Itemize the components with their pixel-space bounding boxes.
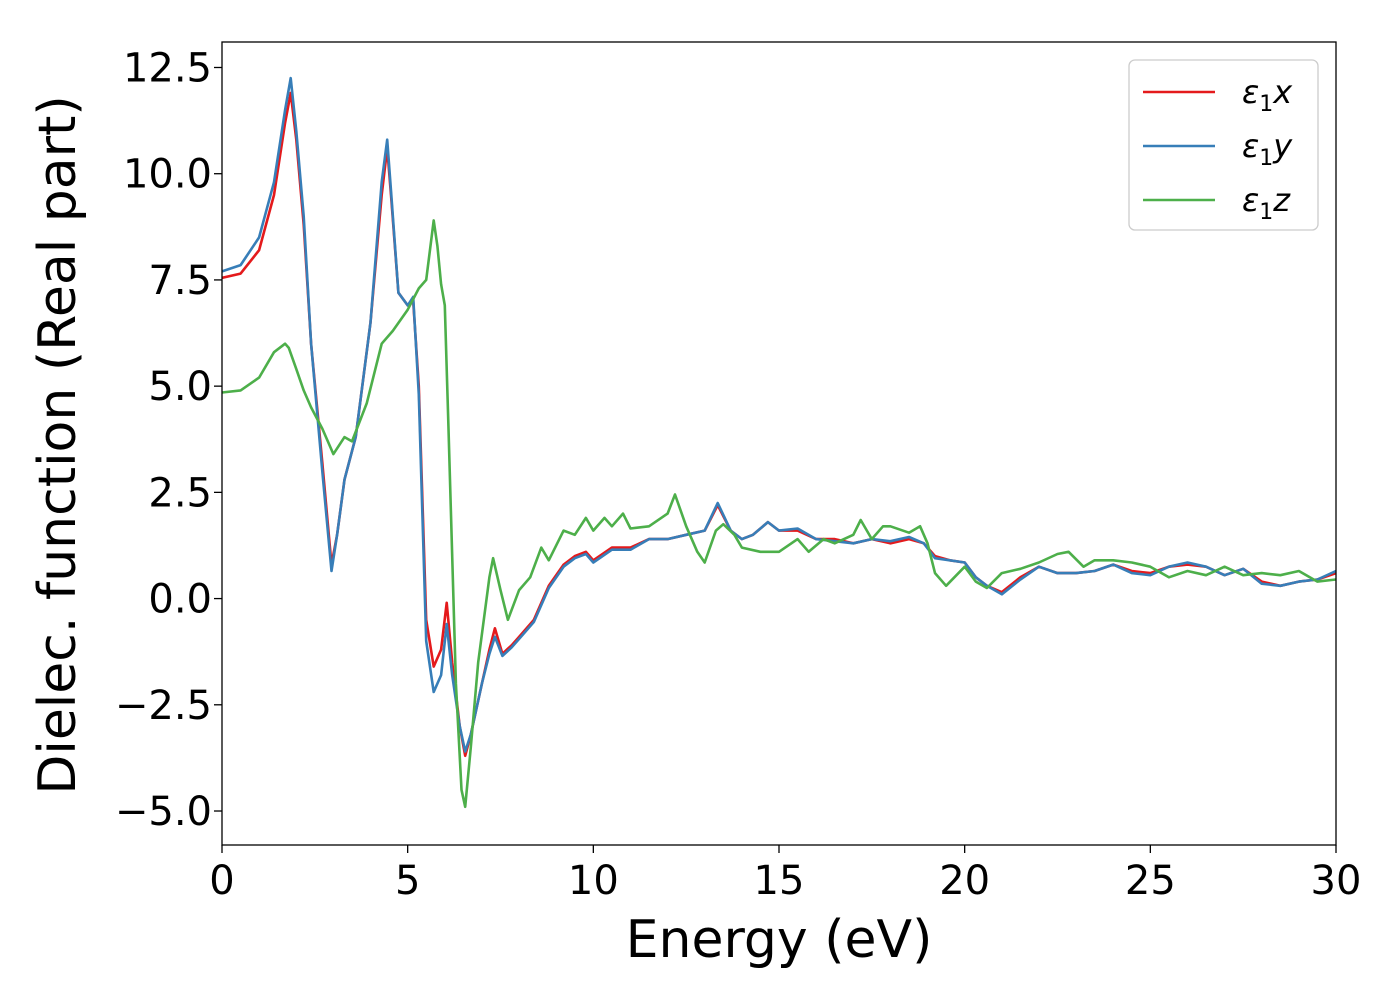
y-tick-label: 10.0 [123,152,212,198]
y-tick-label: −2.5 [115,683,212,729]
y-axis-ticks: −5.0 −2.5 0.0 2.5 5.0 7.5 10.0 12.5 [115,45,222,835]
x-tick-label: 5 [395,858,420,904]
series-layer [222,76,1336,809]
x-tick-label: 20 [939,858,990,904]
x-tick-label: 30 [1311,858,1362,904]
y-tick-label: 5.0 [148,364,212,410]
x-tick-label: 10 [568,858,619,904]
y-tick-label: 7.5 [148,258,212,304]
legend-label-x: ε1x [1242,73,1293,117]
x-tick-label: 0 [209,858,234,904]
y-tick-label: −5.0 [115,789,212,835]
y-tick-label: 12.5 [123,45,212,91]
legend-frame [1128,59,1319,231]
x-axis-ticks: 0 5 10 15 20 25 30 [209,845,1361,904]
y-tick-label: 0.0 [148,577,212,623]
legend-label-z: ε1z [1242,181,1291,225]
legend-label-y: ε1y [1242,127,1293,171]
series-line-z [222,219,1336,809]
x-tick-label: 15 [754,858,805,904]
x-axis-title: Energy (eV) [626,910,933,970]
x-tick-label: 25 [1125,858,1176,904]
legend: ε1x ε1y ε1z [1128,59,1319,231]
y-tick-label: 2.5 [148,470,212,516]
series-line-y [222,76,1336,753]
y-axis-title: Dielec. function (Real part) [28,95,88,794]
